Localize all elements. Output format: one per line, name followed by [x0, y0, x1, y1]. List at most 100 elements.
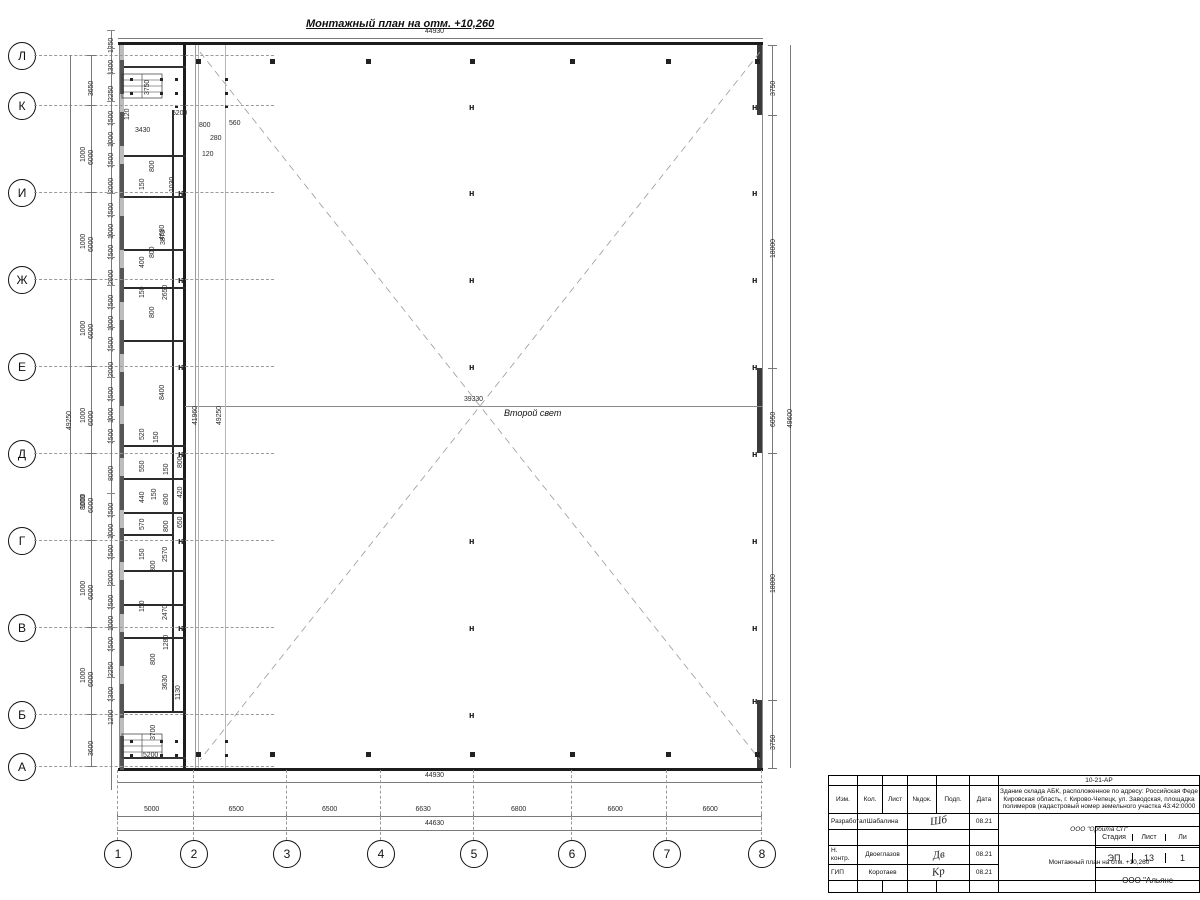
center-dim: 39330	[464, 396, 483, 403]
dim-tick	[107, 441, 115, 442]
vertical-secondary-dim: 1000	[80, 233, 87, 249]
interior-dim: 3630	[162, 674, 169, 690]
project-address: Здание склада АБК, расположенное по адре…	[998, 785, 1200, 814]
anchor-plate	[175, 740, 178, 743]
blank-3	[882, 880, 908, 893]
partition-wall-v	[172, 570, 175, 606]
signature-mark: Шб	[929, 813, 948, 829]
grid-bubble-Л[interactable]: Л	[8, 42, 36, 70]
partition-wall-h	[124, 512, 186, 515]
col-data: Дата	[969, 785, 999, 814]
partition-wall-h	[124, 287, 186, 290]
second-light-divider	[185, 406, 763, 407]
grid-bubble-6[interactable]: 6	[558, 840, 586, 868]
anchor-plate	[130, 754, 133, 757]
grid-bubble-Б[interactable]: Б	[8, 701, 36, 729]
stair-icon-top	[121, 73, 163, 99]
dim-tick	[107, 349, 115, 350]
interior-dim: 2570	[162, 546, 169, 562]
anchor-plate	[160, 754, 163, 757]
dim-tick	[107, 649, 115, 650]
dim-tick	[107, 123, 115, 124]
interior-dim: 150	[139, 178, 146, 190]
grid-bubble-В[interactable]: В	[8, 614, 36, 642]
dim-tick	[87, 714, 96, 715]
partition-wall-h	[124, 155, 186, 158]
sheet-value: 13	[1133, 852, 1166, 863]
doc-number: 10-21-АР	[998, 774, 1200, 787]
interior-dim: 650	[177, 516, 184, 528]
horizontal-span-dim: 6600	[607, 806, 623, 813]
vertical-span-dim: 6000	[88, 149, 95, 165]
column-symbol: н	[178, 188, 184, 198]
address-line-3: полимеров (кадастровый номер земельного …	[1002, 803, 1196, 811]
grid-bubble-Г[interactable]: Г	[8, 527, 36, 555]
anchor-plate	[175, 105, 178, 108]
bottom-span-dim-line	[117, 816, 762, 817]
dim-tick	[107, 607, 115, 608]
wall-right-seg-top	[757, 45, 762, 115]
vertical-secondary-dim: 1000	[80, 320, 87, 336]
grid-bubble-7[interactable]: 7	[653, 840, 681, 868]
partition-wall-h	[124, 340, 186, 343]
dim-tick	[107, 285, 115, 286]
grid-bubble-1[interactable]: 1	[104, 840, 132, 868]
interior-dim: 150	[139, 286, 146, 298]
grid-line-Б	[34, 714, 274, 715]
anchor-plate	[175, 92, 178, 95]
grid-bubble-А[interactable]: А	[8, 753, 36, 781]
interior-dim: 150	[153, 431, 160, 443]
date-empty	[969, 828, 999, 846]
grid-bubble-Д[interactable]: Д	[8, 440, 36, 468]
partition-wall-v	[172, 445, 175, 480]
bottom-axis-total-line	[117, 830, 762, 831]
partition-wall-v	[172, 110, 175, 140]
column-symbol: н	[752, 102, 758, 112]
interior-dim: 2470	[162, 604, 169, 620]
dim-tick	[107, 48, 115, 49]
grid-bubble-5[interactable]: 5	[460, 840, 488, 868]
right-chain-dim: 3750	[770, 80, 777, 96]
vertical-secondary-dim: 1000	[80, 407, 87, 423]
address-line-1: Здание склада АБК, расположенное по адре…	[1000, 788, 1198, 796]
bottom-total-dim: 44930	[425, 772, 444, 779]
right-chain-dim: 3750	[770, 734, 777, 750]
interior-dim: 800	[163, 493, 170, 505]
grid-bubble-8[interactable]: 8	[748, 840, 776, 868]
anchor-plate	[225, 92, 228, 95]
grid-bubble-И[interactable]: И	[8, 179, 36, 207]
ref-line-a	[225, 45, 226, 768]
column-symbol: н	[469, 275, 475, 285]
partition-wall-h	[124, 66, 186, 68]
left-total-dim-line	[70, 55, 71, 766]
anchor-plate	[470, 752, 475, 757]
page-title: Монтажный план на отм. +10,260	[306, 18, 495, 30]
role-empty	[828, 828, 858, 846]
vertical-detail-dim: 2250	[108, 85, 115, 101]
anchor-plate	[225, 754, 228, 757]
interior-dim: 1130	[175, 685, 182, 700]
date-razrabotal: 08.21	[969, 812, 999, 830]
anchor-plate	[130, 92, 133, 95]
right-total-dim: 49600	[787, 409, 794, 428]
grid-line-А	[34, 766, 274, 767]
grid-bubble-К[interactable]: К	[8, 92, 36, 120]
grid-bubble-3[interactable]: 3	[273, 840, 301, 868]
partition-wall-h	[124, 445, 186, 448]
grid-bubble-Ж[interactable]: Ж	[8, 266, 36, 294]
vertical-span-dim: 6000	[88, 410, 95, 426]
interior-dim: 2650	[162, 284, 169, 300]
anchor-plate	[666, 59, 671, 64]
vertical-span-dim: 3650	[88, 80, 95, 96]
dim-tick	[87, 55, 96, 56]
grid-bubble-Е[interactable]: Е	[8, 353, 36, 381]
grid-bubble-4[interactable]: 4	[367, 840, 395, 868]
wall-bottom	[118, 768, 763, 771]
grid-bubble-2[interactable]: 2	[180, 840, 208, 868]
dim-tick	[768, 115, 777, 116]
anchor-plate	[225, 105, 228, 108]
blank-4	[907, 880, 937, 893]
partition-wall-v	[172, 196, 175, 251]
dim-tick	[107, 419, 115, 420]
vertical-secondary-dim: 1000	[80, 580, 87, 596]
